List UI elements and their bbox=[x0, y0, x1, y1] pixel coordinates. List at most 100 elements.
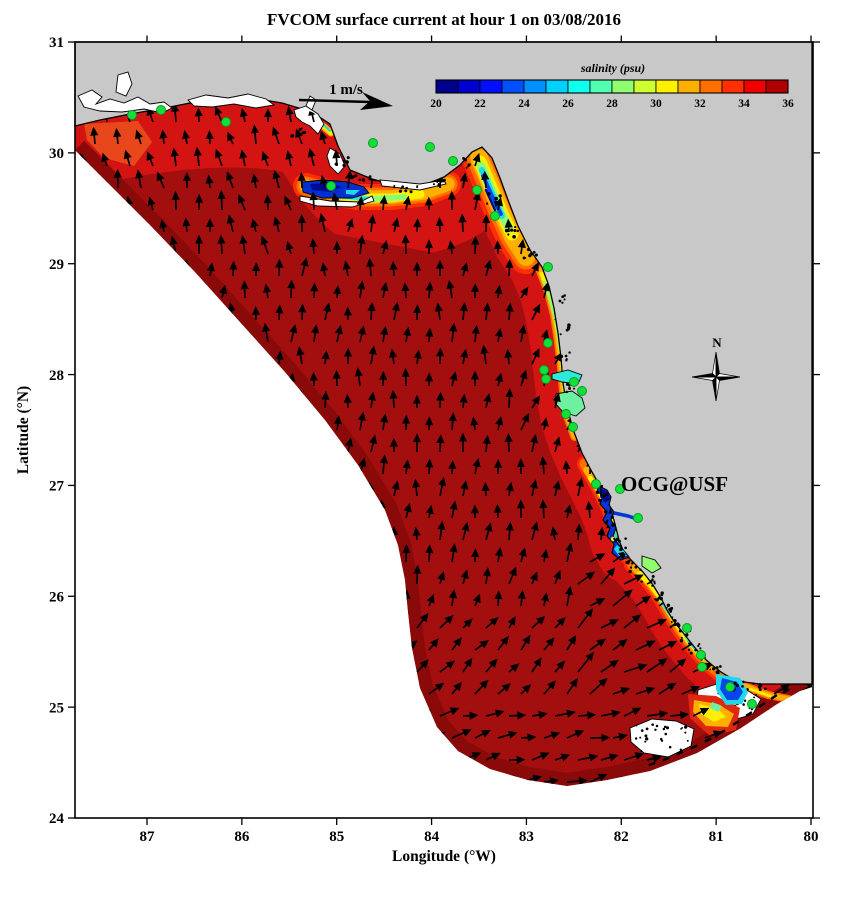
keys-island bbox=[732, 720, 740, 726]
current-arrow bbox=[480, 344, 489, 365]
current-arrow bbox=[239, 149, 248, 167]
y-axis-label: Latitude (°N) bbox=[15, 386, 32, 474]
current-arrow bbox=[493, 503, 502, 519]
current-arrow bbox=[425, 504, 434, 519]
current-arrow bbox=[517, 238, 526, 255]
current-arrow bbox=[123, 149, 132, 167]
current-arrow bbox=[461, 521, 470, 541]
current-arrow bbox=[250, 124, 260, 145]
current-arrow bbox=[497, 635, 509, 651]
bank-islet bbox=[660, 739, 664, 742]
coast-islet bbox=[558, 299, 562, 303]
current-arrow bbox=[367, 301, 376, 321]
current-arrow bbox=[262, 322, 271, 343]
current-arrow bbox=[261, 151, 270, 167]
current-arrow bbox=[460, 569, 469, 585]
current-arrow bbox=[448, 412, 457, 431]
station-marker bbox=[368, 138, 378, 148]
pensacola-bay bbox=[77, 89, 173, 114]
current-arrow bbox=[562, 460, 571, 475]
current-arrow bbox=[413, 304, 422, 321]
station-marker bbox=[221, 117, 231, 127]
current-arrow bbox=[773, 684, 791, 695]
coast-islet bbox=[624, 537, 627, 540]
bank-islet bbox=[654, 728, 657, 731]
current-arrow bbox=[531, 395, 541, 409]
current-arrow bbox=[319, 175, 328, 189]
station-marker bbox=[568, 422, 578, 432]
station-marker bbox=[577, 386, 587, 396]
current-arrow bbox=[520, 733, 537, 742]
current-arrow bbox=[531, 261, 539, 277]
colorbar-cell bbox=[611, 79, 635, 94]
current-arrow bbox=[275, 304, 284, 321]
coast-islet bbox=[735, 683, 740, 688]
station-marker bbox=[472, 185, 482, 195]
y-tick-label: 30 bbox=[49, 146, 64, 162]
current-arrow bbox=[273, 216, 282, 233]
bank-islet bbox=[755, 693, 757, 696]
current-arrow bbox=[251, 305, 261, 321]
current-arrow bbox=[658, 640, 678, 651]
current-arrow bbox=[217, 190, 226, 211]
coast-islet bbox=[657, 596, 661, 600]
coast-islet bbox=[510, 228, 514, 232]
coast-islet bbox=[599, 499, 602, 503]
current-arrow bbox=[428, 682, 445, 695]
current-arrow bbox=[159, 129, 168, 145]
current-arrow bbox=[505, 521, 514, 541]
current-arrow bbox=[272, 169, 281, 189]
coast-islet bbox=[758, 683, 762, 687]
current-arrow bbox=[345, 437, 354, 453]
coast-islet bbox=[605, 492, 609, 497]
current-arrow bbox=[260, 235, 269, 255]
current-arrow bbox=[357, 234, 366, 255]
current-arrow bbox=[434, 302, 443, 321]
colorbar-cell bbox=[589, 79, 613, 94]
current-arrow bbox=[159, 219, 168, 233]
current-arrow bbox=[412, 433, 422, 453]
x-tick-label: 86 bbox=[234, 829, 250, 845]
coast-islet bbox=[741, 685, 744, 688]
coast-islet bbox=[561, 295, 564, 299]
current-arrow bbox=[194, 193, 204, 211]
current-arrow bbox=[275, 258, 284, 277]
current-arrow bbox=[470, 370, 480, 387]
coast-islet bbox=[462, 156, 466, 160]
current-arrow bbox=[575, 477, 585, 497]
current-arrow bbox=[101, 152, 110, 167]
bank-islet bbox=[640, 750, 643, 753]
y-tick-label: 27 bbox=[49, 479, 65, 495]
current-arrow bbox=[543, 731, 561, 740]
current-arrow bbox=[470, 283, 480, 299]
current-arrow bbox=[343, 306, 353, 321]
current-arrow bbox=[451, 637, 462, 651]
current-arrow bbox=[482, 302, 491, 321]
scale-vector-arrowhead-icon bbox=[360, 92, 393, 110]
current-arrow bbox=[425, 416, 434, 431]
current-arrow bbox=[449, 500, 458, 519]
current-arrow bbox=[439, 707, 460, 717]
colorbar-cell bbox=[501, 79, 525, 94]
station-marker bbox=[682, 623, 692, 633]
current-arrow bbox=[379, 194, 388, 211]
current-arrow bbox=[343, 393, 352, 409]
x-tick-label: 87 bbox=[140, 829, 156, 845]
current-arrow bbox=[380, 240, 389, 255]
current-arrow bbox=[147, 196, 156, 211]
station-marker bbox=[448, 156, 458, 166]
current-arrow bbox=[531, 615, 546, 629]
x-tick-label: 80 bbox=[803, 829, 818, 845]
current-arrow bbox=[550, 526, 559, 541]
current-arrow bbox=[612, 687, 631, 695]
coast-islet bbox=[487, 192, 491, 196]
current-arrow bbox=[193, 146, 202, 167]
colorbar-cell bbox=[655, 79, 679, 94]
bank-islet bbox=[651, 723, 654, 726]
current-arrow bbox=[459, 393, 468, 409]
coast-islet bbox=[504, 228, 509, 233]
current-arrow bbox=[226, 171, 234, 189]
current-arrow bbox=[237, 194, 246, 211]
current-arrow bbox=[589, 773, 608, 783]
keys-nearshore-band bbox=[741, 682, 793, 703]
